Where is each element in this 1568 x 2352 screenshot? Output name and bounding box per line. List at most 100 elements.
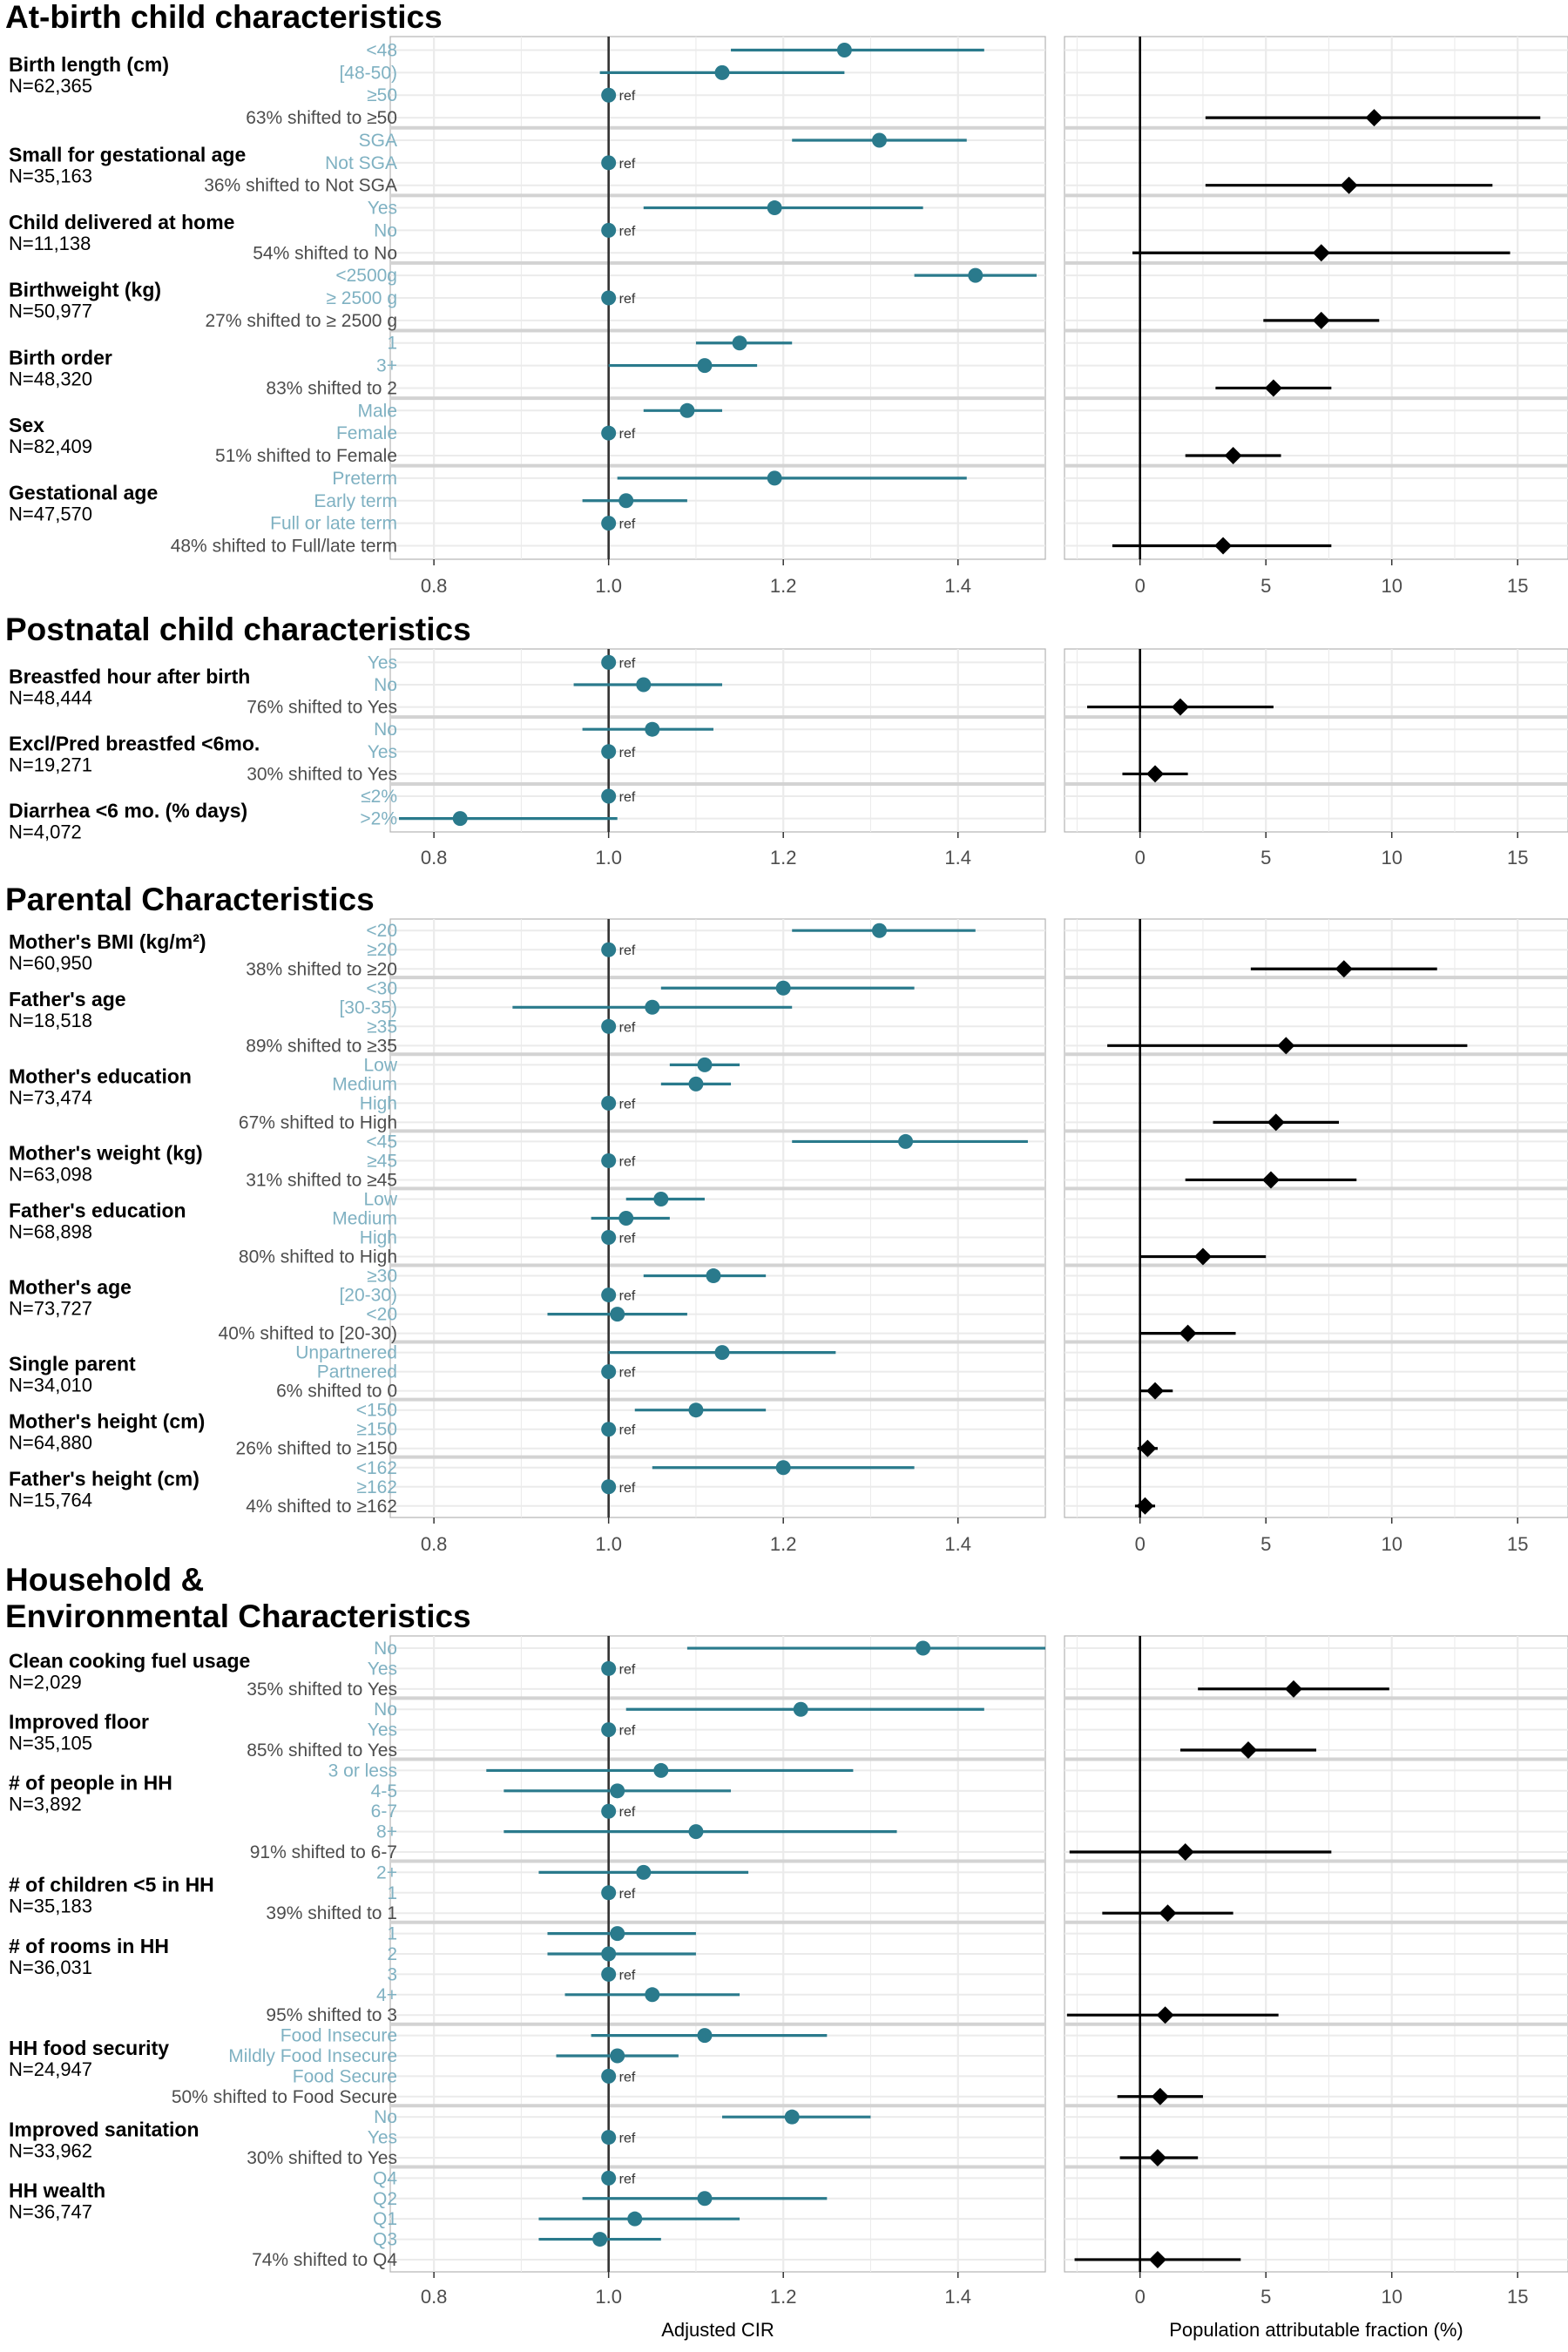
paf-point (1136, 1497, 1154, 1515)
paf-tick-label: 10 (1381, 1533, 1402, 1555)
level-label: ≥30 (367, 1267, 397, 1287)
shift-label: 6% shifted to 0 (276, 1382, 397, 1402)
variable-name: Sex (9, 414, 44, 436)
paf-axis-title: Population attributable fraction (%) (1169, 2319, 1463, 2341)
variable-sample-size: N=47,570 (9, 503, 92, 524)
level-label: Food Secure (293, 2066, 397, 2086)
ref-label: ref (619, 1289, 636, 1304)
cir-tick-label: 1.4 (944, 2286, 971, 2308)
cir-tick-label: 1.2 (770, 847, 797, 868)
cir-point (592, 2232, 608, 2247)
paf-tick-label: 15 (1507, 847, 1528, 868)
level-label: Yes (368, 1720, 397, 1740)
cir-point (732, 335, 747, 351)
level-label: ≥ 2500 g (326, 288, 397, 308)
shift-label: 74% shifted to Q4 (252, 2250, 397, 2270)
ref-label: ref (619, 1662, 636, 1677)
shift-label: 30% shifted to Yes (247, 2148, 397, 2168)
cir-reference-point (601, 2170, 617, 2186)
paf-point (1148, 2250, 1166, 2268)
variable-sample-size: N=36,031 (9, 1957, 92, 1978)
level-label: No (374, 1639, 397, 1659)
ref-label: ref (619, 656, 636, 671)
cir-point (610, 1783, 625, 1799)
level-label: Low (363, 1055, 397, 1075)
level-label: High (360, 1228, 397, 1248)
paf-point (1156, 2006, 1174, 2024)
level-label: 2+ (376, 1862, 397, 1882)
paf-tick-label: 5 (1260, 847, 1271, 868)
level-label: Food Insecure (280, 2026, 397, 2046)
ref-label: ref (619, 790, 636, 805)
variable-sample-size: N=62,365 (9, 75, 92, 97)
paf-tick-label: 15 (1507, 575, 1528, 597)
variable-sample-size: N=35,105 (9, 1732, 92, 1754)
cir-tick-label: 1.0 (595, 2286, 622, 2308)
ref-label: ref (619, 1366, 636, 1381)
variable-sample-size: N=64,880 (9, 1432, 92, 1454)
ref-label: ref (619, 427, 636, 442)
paf-point (1340, 176, 1358, 194)
variable-sample-size: N=19,271 (9, 754, 92, 776)
level-label: 4+ (376, 1985, 397, 2005)
variable-sample-size: N=48,320 (9, 368, 92, 389)
variable-sample-size: N=34,010 (9, 1375, 92, 1396)
cir-point (697, 358, 713, 374)
shift-label: 39% shifted to 1 (266, 1903, 397, 1923)
variable-name: Single parent (9, 1353, 136, 1375)
cir-tick-label: 1.2 (770, 2286, 797, 2308)
paf-tick-label: 15 (1507, 1533, 1528, 1555)
shift-label: 4% shifted to ≥162 (246, 1497, 397, 1517)
paf-tick-label: 5 (1260, 1533, 1271, 1555)
level-label: Female (336, 423, 397, 443)
variable-name: Mother's weight (kg) (9, 1141, 203, 1164)
level-label: No (374, 720, 397, 740)
ref-label: ref (619, 2070, 636, 2085)
shift-label: 85% shifted to Yes (247, 1740, 397, 1761)
paf-point (1312, 244, 1330, 262)
variable-sample-size: N=48,444 (9, 687, 92, 709)
shift-label: 83% shifted to 2 (266, 378, 397, 398)
cir-reference-point (601, 1018, 617, 1034)
cir-reference-point (601, 425, 617, 441)
variable-sample-size: N=18,518 (9, 1010, 92, 1031)
section-title: Postnatal child characteristics (5, 612, 471, 647)
level-label: <30 (366, 978, 397, 998)
cir-point (636, 677, 652, 693)
variable-sample-size: N=3,892 (9, 1794, 82, 1815)
level-label: Low (363, 1189, 397, 1209)
section-title: Environmental Characteristics (5, 1598, 471, 1634)
variable-name: Mother's height (cm) (9, 1410, 205, 1433)
level-label: Yes (368, 742, 397, 762)
level-label: >2% (360, 809, 397, 829)
cir-reference-point (601, 1803, 617, 1819)
cir-tick-label: 0.8 (421, 2286, 448, 2308)
cir-point (610, 2048, 625, 2064)
level-label: 1 (387, 334, 397, 354)
cir-tick-label: 1.2 (770, 575, 797, 597)
cir-point (898, 1133, 914, 1149)
variable-name: # of people in HH (9, 1772, 172, 1794)
cir-reference-point (601, 1885, 617, 1901)
variable-sample-size: N=73,727 (9, 1297, 92, 1319)
cir-reference-point (601, 1966, 617, 1982)
variable-name: Father's education (9, 1199, 186, 1221)
paf-point (1193, 1247, 1212, 1266)
paf-tick-label: 10 (1381, 2286, 1402, 2308)
cir-point (775, 1460, 791, 1476)
ref-label: ref (619, 1232, 636, 1247)
cir-point (784, 2109, 800, 2125)
variable-name: Birthweight (kg) (9, 279, 161, 301)
paf-point (1284, 1680, 1302, 1698)
level-label: <150 (356, 1401, 397, 1421)
level-label: 3 (387, 1964, 397, 1984)
ref-label: ref (619, 2132, 636, 2146)
paf-point (1151, 2087, 1169, 2105)
cir-reference-point (601, 1152, 617, 1168)
paf-tick-label: 5 (1260, 2286, 1271, 2308)
level-label: ≥20 (367, 940, 397, 960)
level-label: Q2 (373, 2189, 397, 2209)
variable-name: # of children <5 in HH (9, 1874, 214, 1896)
variable-name: Improved sanitation (9, 2118, 199, 2140)
